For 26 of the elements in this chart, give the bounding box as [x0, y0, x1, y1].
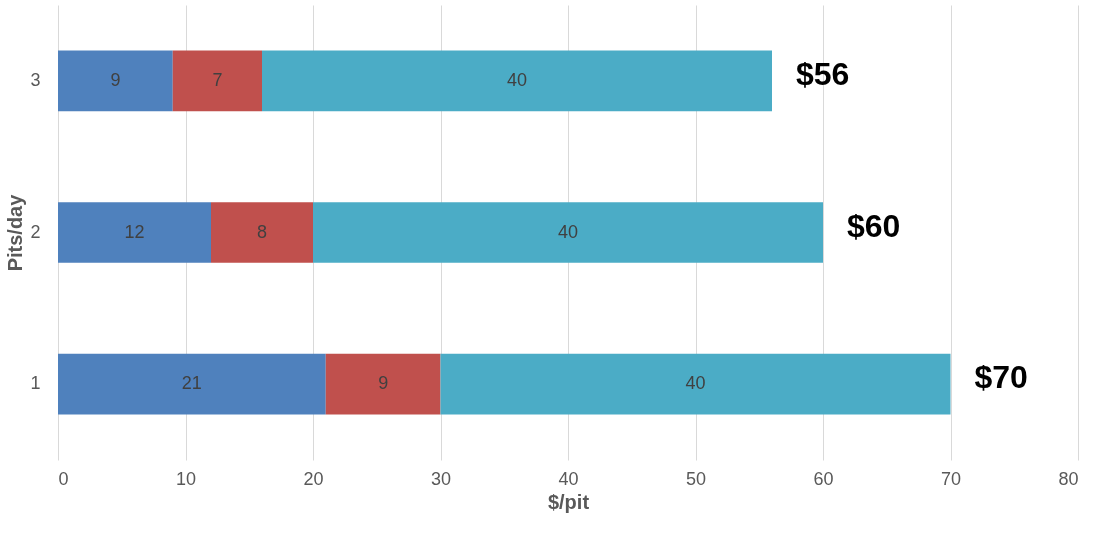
x-tick-label: 70 [940, 468, 962, 489]
x-tick-label: 40 [558, 468, 579, 489]
x-tick-label: 30 [430, 468, 452, 489]
data-label: 8 [256, 221, 268, 242]
x-tick-label: 10 [175, 468, 197, 489]
x-tick-label: 50 [685, 468, 707, 489]
total-label: $70 [974, 359, 1028, 396]
y-tick-label: 3 [30, 69, 41, 90]
data-label: 12 [124, 221, 145, 242]
y-axis-title: Pits/day [4, 193, 27, 272]
data-label: 9 [378, 373, 389, 394]
data-label: 21 [181, 373, 202, 394]
data-label: 40 [685, 373, 706, 394]
x-tick-label: 60 [813, 468, 834, 489]
x-tick-label: 80 [1058, 468, 1079, 489]
total-label: $60 [847, 207, 901, 244]
y-tick-label: 2 [30, 221, 41, 242]
x-tick-label: 0 [58, 468, 69, 489]
data-label: 9 [110, 69, 121, 90]
data-label: 40 [506, 69, 528, 90]
x-axis-title: $/pit [547, 490, 590, 513]
data-label: 40 [557, 221, 579, 242]
data-label: 7 [212, 69, 223, 90]
x-tick-label: 20 [303, 468, 324, 489]
y-tick-label: 1 [30, 373, 41, 394]
total-label: $56 [796, 55, 850, 92]
